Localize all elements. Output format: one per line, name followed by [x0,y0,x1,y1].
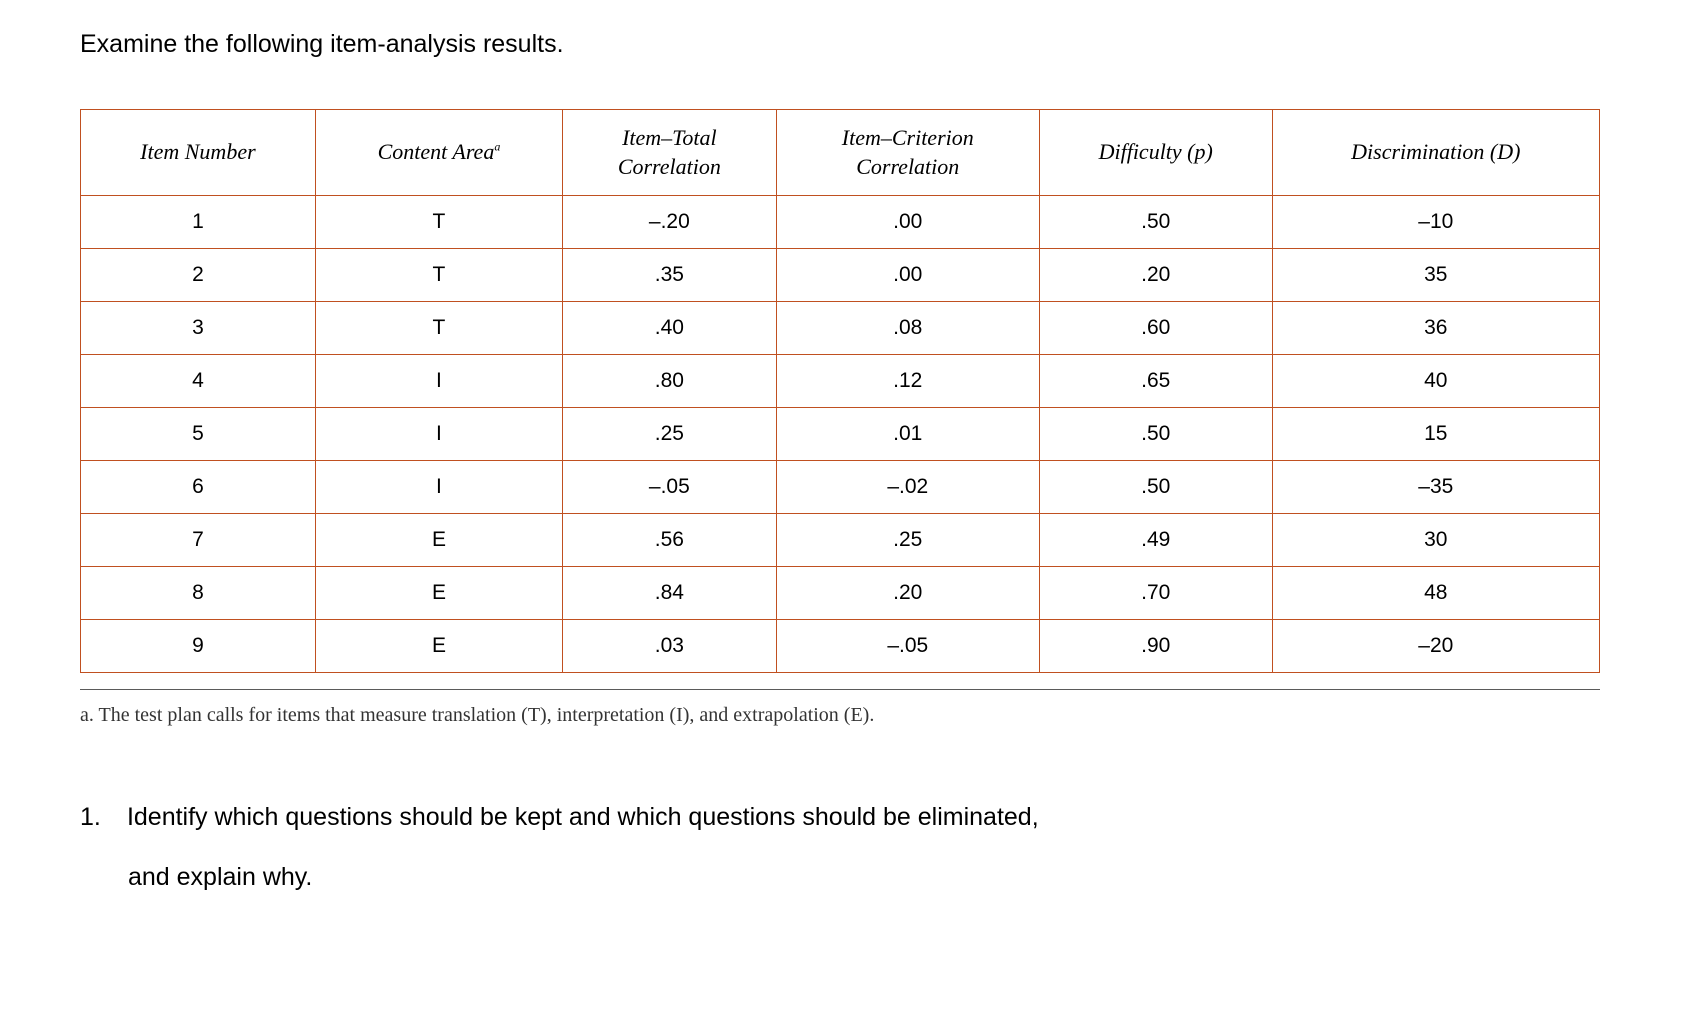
table-cell: E [315,620,562,673]
table-cell: –.05 [563,461,777,514]
col-content-area-sup: a [494,140,500,154]
table-cell: .00 [776,196,1039,249]
item-analysis-table: Item Number Content Areaa Item–Total Cor… [80,109,1600,673]
table-cell: I [315,355,562,408]
table-cell: .40 [563,302,777,355]
table-cell: –10 [1272,196,1599,249]
question-line1: Identify which questions should be kept … [127,803,1039,831]
table-cell: T [315,302,562,355]
table-row: 3T.40.08.6036 [81,302,1600,355]
table-row: 7E.56.25.4930 [81,514,1600,567]
table-cell: 1 [81,196,316,249]
table-body: 1T–.20.00.50–102T.35.00.20353T.40.08.603… [81,196,1600,673]
table-cell: .90 [1039,620,1272,673]
table-cell: –.02 [776,461,1039,514]
col-difficulty: Difficulty (p) [1039,110,1272,196]
table-row: 1T–.20.00.50–10 [81,196,1600,249]
item-analysis-table-container: Item Number Content Areaa Item–Total Cor… [80,109,1616,673]
table-cell: 35 [1272,249,1599,302]
col-discrimination: Discrimination (D) [1272,110,1599,196]
table-cell: 6 [81,461,316,514]
col-content-area-label: Content Area [378,139,495,164]
table-cell: 8 [81,567,316,620]
col-content-area: Content Areaa [315,110,562,196]
table-cell: 4 [81,355,316,408]
table-cell: .08 [776,302,1039,355]
col-item-total-line1: Item–Total [622,125,717,150]
table-cell: .20 [776,567,1039,620]
table-cell: .80 [563,355,777,408]
table-cell: 7 [81,514,316,567]
table-cell: .50 [1039,408,1272,461]
divider [80,689,1600,690]
table-cell: E [315,514,562,567]
table-cell: .50 [1039,461,1272,514]
table-cell: T [315,196,562,249]
table-row: 5I.25.01.5015 [81,408,1600,461]
table-cell: 2 [81,249,316,302]
table-cell: I [315,461,562,514]
table-cell: 36 [1272,302,1599,355]
table-cell: 9 [81,620,316,673]
question-number: 1. [80,787,120,847]
table-header-row: Item Number Content Areaa Item–Total Cor… [81,110,1600,196]
footnote: a. The test plan calls for items that me… [80,704,1616,727]
table-row: 8E.84.20.7048 [81,567,1600,620]
table-cell: 15 [1272,408,1599,461]
table-row: 6I–.05–.02.50–35 [81,461,1600,514]
table-cell: .70 [1039,567,1272,620]
table-cell: .56 [563,514,777,567]
table-cell: 30 [1272,514,1599,567]
table-cell: .50 [1039,196,1272,249]
table-cell: .25 [776,514,1039,567]
col-item-total-line2: Correlation [618,154,721,179]
table-cell: .49 [1039,514,1272,567]
table-cell: .35 [563,249,777,302]
question-1: 1. Identify which questions should be ke… [80,787,1616,907]
table-cell: .03 [563,620,777,673]
col-item-number: Item Number [81,110,316,196]
col-item-criterion-line1: Item–Criterion [842,125,974,150]
col-item-total-correlation: Item–Total Correlation [563,110,777,196]
table-row: 4I.80.12.6540 [81,355,1600,408]
table-cell: –.20 [563,196,777,249]
table-cell: .60 [1039,302,1272,355]
table-cell: –.05 [776,620,1039,673]
table-cell: E [315,567,562,620]
table-cell: .20 [1039,249,1272,302]
table-cell: 5 [81,408,316,461]
table-cell: .25 [563,408,777,461]
table-cell: T [315,249,562,302]
table-cell: .65 [1039,355,1272,408]
table-cell: –20 [1272,620,1599,673]
table-cell: 40 [1272,355,1599,408]
col-item-criterion-line2: Correlation [856,154,959,179]
table-cell: –35 [1272,461,1599,514]
intro-text: Examine the following item-analysis resu… [80,30,1616,59]
table-cell: .84 [563,567,777,620]
table-cell: 3 [81,302,316,355]
table-row: 9E.03–.05.90–20 [81,620,1600,673]
table-cell: .12 [776,355,1039,408]
table-cell: I [315,408,562,461]
table-row: 2T.35.00.2035 [81,249,1600,302]
question-line2: and explain why. [80,847,1616,907]
table-cell: 48 [1272,567,1599,620]
col-item-criterion-correlation: Item–Criterion Correlation [776,110,1039,196]
table-cell: .00 [776,249,1039,302]
table-cell: .01 [776,408,1039,461]
